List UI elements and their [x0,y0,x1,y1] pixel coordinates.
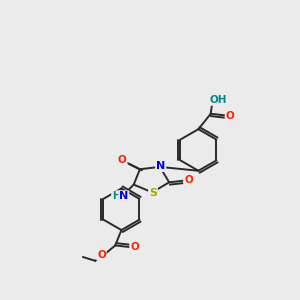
Text: O: O [130,242,139,252]
Text: O: O [97,250,106,260]
Text: OH: OH [210,95,227,105]
Text: O: O [226,111,234,121]
Text: O: O [118,155,127,165]
Text: O: O [184,175,193,185]
Text: N: N [119,191,128,201]
Text: H: H [112,191,120,201]
Text: N: N [156,161,165,171]
Text: S: S [149,188,157,198]
